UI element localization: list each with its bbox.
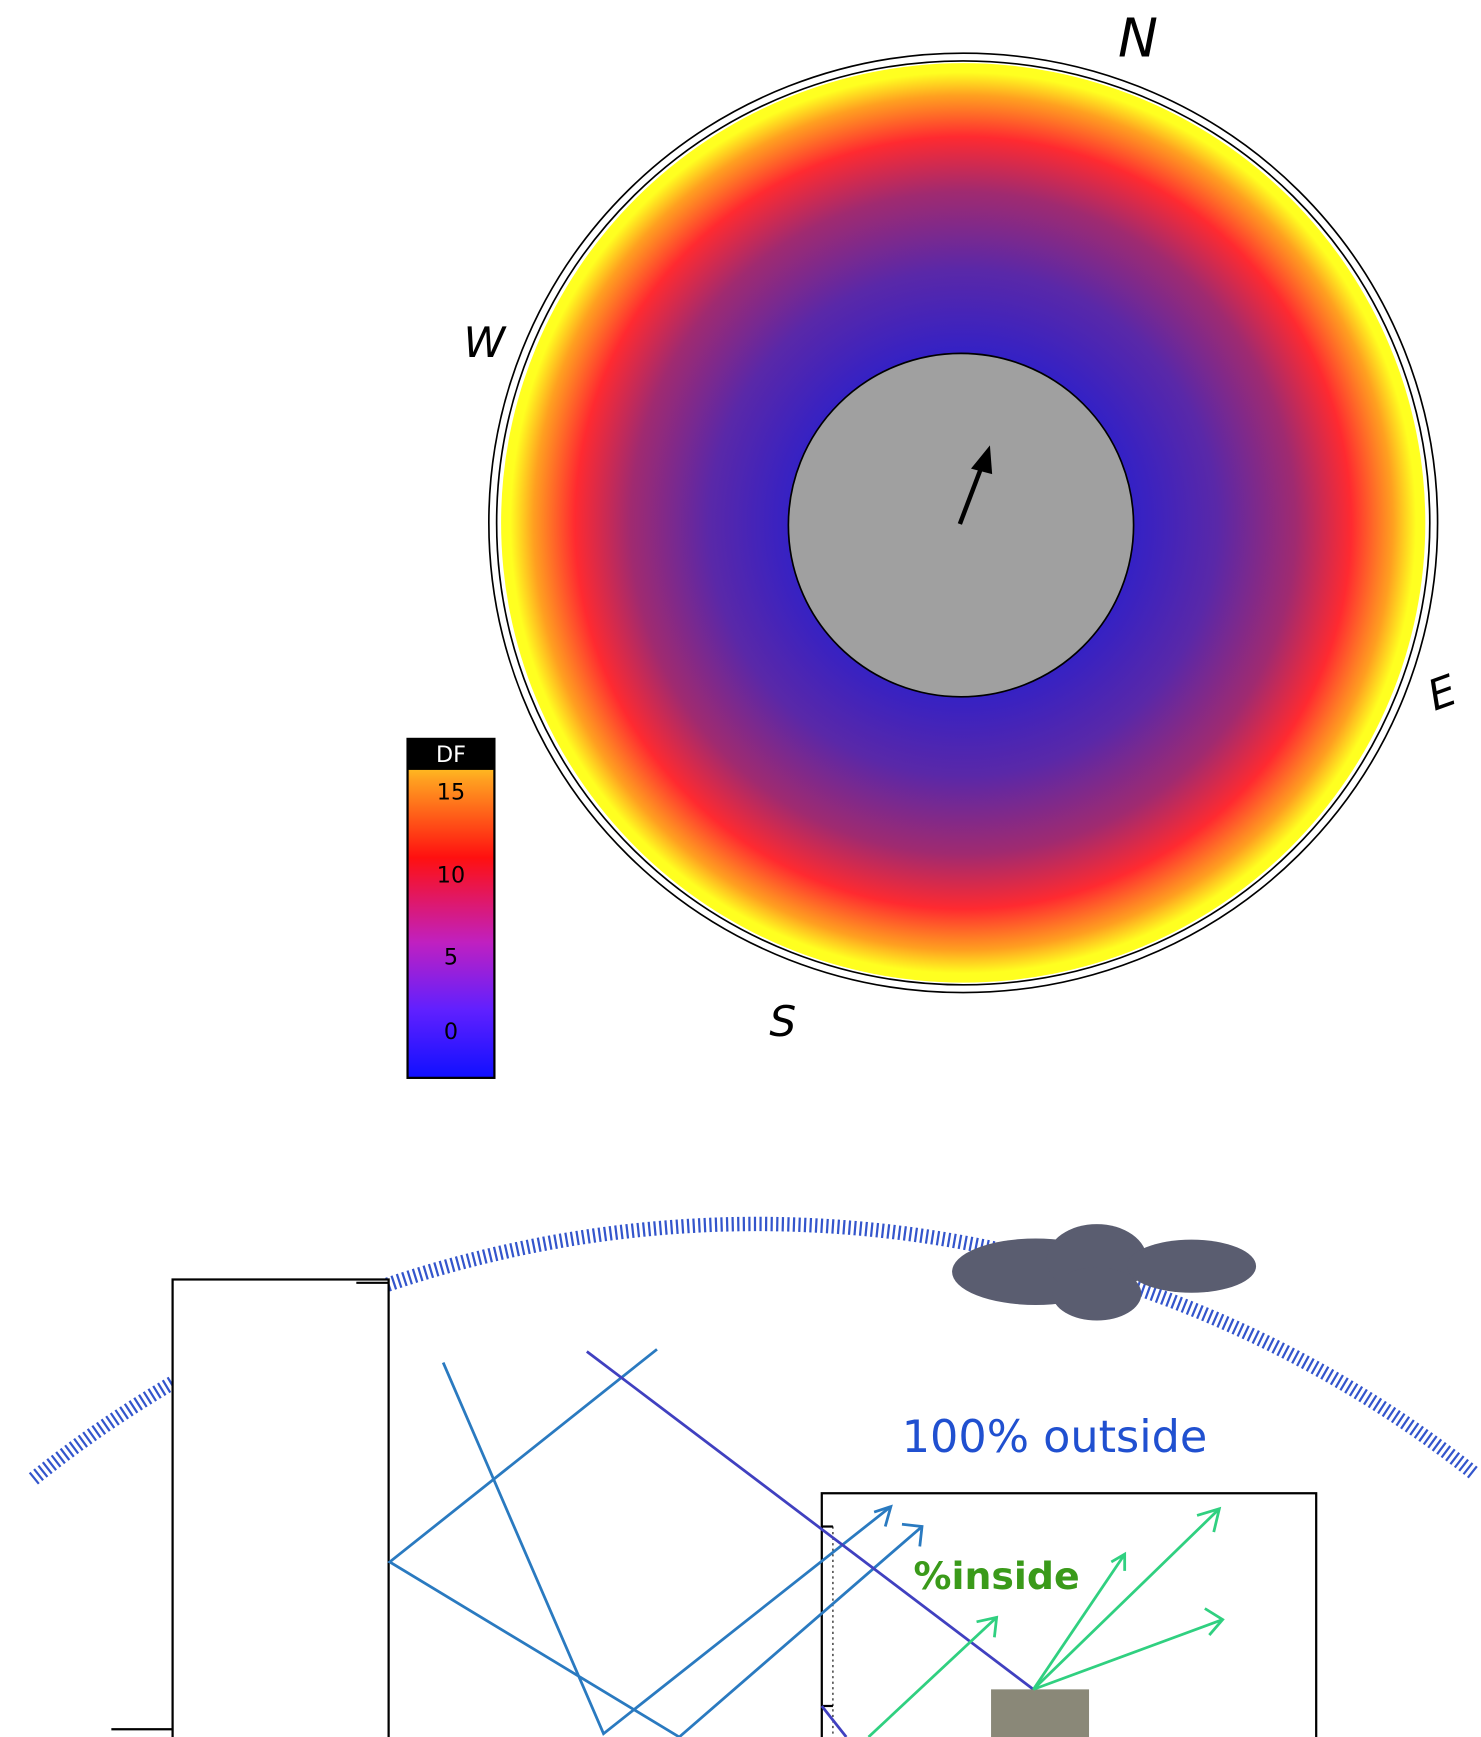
compass-label: W <box>463 318 507 367</box>
colorbar <box>406 737 496 1079</box>
light-ray <box>820 1705 848 1737</box>
sensor <box>991 1689 1090 1737</box>
sky-dome <box>488 52 1439 994</box>
compass-label: N <box>1118 8 1158 70</box>
legend-tick: 5 <box>444 945 458 971</box>
compass-label: E <box>1421 665 1463 720</box>
cloud <box>952 1224 1257 1321</box>
room <box>820 1492 1318 1737</box>
light-ray <box>585 1350 1035 1691</box>
reflected-rays <box>867 1506 1225 1737</box>
outside-label: 100% outside <box>902 1412 1208 1463</box>
legend-tick: 10 <box>437 863 465 889</box>
compass-label: S <box>769 997 796 1046</box>
legend-tick: 15 <box>437 780 465 806</box>
legend-tick: 0 <box>444 1019 458 1045</box>
inside-label: %inside <box>914 1554 1080 1598</box>
building <box>111 1278 390 1737</box>
legend-title: DF <box>436 742 466 768</box>
light-rays <box>387 1348 924 1737</box>
